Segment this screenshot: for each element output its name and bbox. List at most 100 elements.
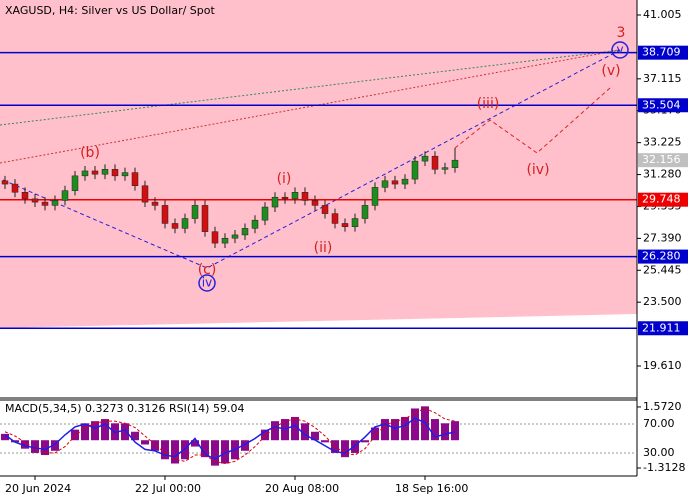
macd-bar [121,423,129,441]
y2-tick-label: 70.00 [643,417,675,430]
candle-body [451,159,459,168]
candle-body [421,155,429,162]
target-zone [0,0,637,328]
candle-body [131,172,139,186]
candle-body [231,234,239,239]
macd-bar [191,440,199,447]
macd-bar [391,419,399,441]
candle-body [321,205,329,214]
indicator-title: MACD(5,34,5) 0.3273 0.3126 RSI(14) 59.04 [5,402,244,415]
x-tick-label: 20 Jun 2024 [5,482,71,495]
macd-bar [431,419,439,441]
candle-body [141,185,149,203]
macd-bar [211,440,219,466]
candle-body [251,219,259,229]
chart-title: XAGUSD, H4: Silver vs US Dollar/ Spot [5,4,215,17]
trend-line [0,49,621,126]
candle-body [121,172,129,177]
signal-line [4,407,456,465]
macd-bar [221,440,229,464]
candle-body [391,180,399,185]
candle-body [281,196,289,200]
y-tick-label: 41.005 [643,8,682,21]
candle-body [161,205,169,224]
y-tick-label: 33.225 [643,136,682,149]
macd-bar [271,421,279,441]
macd-bar [411,408,419,441]
level-tag [638,45,688,60]
wave-label: iv [202,276,212,290]
wave-circle [611,41,629,59]
macd-bar [131,431,139,441]
macd-bar [361,440,369,443]
y-tick-label: 37.115 [643,72,682,85]
candle-body [271,196,279,208]
wave-label: 3 [617,25,626,41]
wave-label: (b) [80,145,100,161]
wave-label: (iv) [526,162,549,178]
macd-bar [71,429,79,441]
candle-body [371,187,379,206]
macd-bar [241,440,249,451]
candle-body [301,192,309,201]
candle-body [71,175,79,191]
candle-body [51,200,59,206]
macd-bar [171,440,179,464]
candle-body [431,155,439,170]
candle-body [241,228,249,236]
wave-circle [198,274,216,292]
candle-body [361,205,369,219]
level-label: 35.504 [642,98,681,111]
macd-bar [261,429,269,441]
y-tick-label: 23.500 [643,295,682,308]
y-tick-label: 1.5720 [643,400,682,413]
wave-label: (iii) [477,96,500,112]
candle-body [111,169,119,177]
y-tick-label: -1.3128 [643,461,685,474]
macd-bar [311,431,319,441]
wave-path [2,49,621,269]
wave-label: (v) [601,63,620,79]
candle-body [201,205,209,232]
level-label: 38.709 [642,46,681,59]
candle-body [11,183,19,193]
candle-body [171,223,179,229]
level-tag [638,98,688,113]
macd-bar [181,440,189,460]
candle-body [381,180,389,188]
macd-bar [291,416,299,441]
macd-bar [41,440,49,456]
candle-body [181,218,189,229]
candle-body [221,237,229,244]
wave-projection [454,87,611,154]
macd-bar [341,440,349,458]
macd-bar [91,421,99,441]
level-tag [638,249,688,264]
macd-bar [101,419,109,441]
wave-label: (i) [277,171,292,187]
x-tick-label: 20 Aug 08:00 [265,482,339,495]
macd-bar [151,440,159,451]
candle-body [211,231,219,244]
macd-bar [381,419,389,441]
candle-body [91,170,99,175]
macd-bar [31,440,39,453]
macd-bar [451,421,459,441]
candle-body [341,223,349,227]
x-tick-label: 22 Jul 00:00 [135,482,201,495]
candle-body [101,169,109,175]
macd-bar [21,440,29,449]
macd-bar [441,423,449,441]
macd-bar [51,440,59,451]
candle-body [401,178,409,185]
macd-bar [1,433,9,441]
candle-body [411,160,419,180]
candle-body [41,201,49,206]
y-tick-label: 27.390 [643,231,682,244]
wave-label: (c) [198,262,217,278]
y2-tick-label: 30.00 [643,446,675,459]
level-tag [638,321,688,336]
wave-label: (ii) [314,240,333,256]
level-label: 32.156 [642,153,681,166]
